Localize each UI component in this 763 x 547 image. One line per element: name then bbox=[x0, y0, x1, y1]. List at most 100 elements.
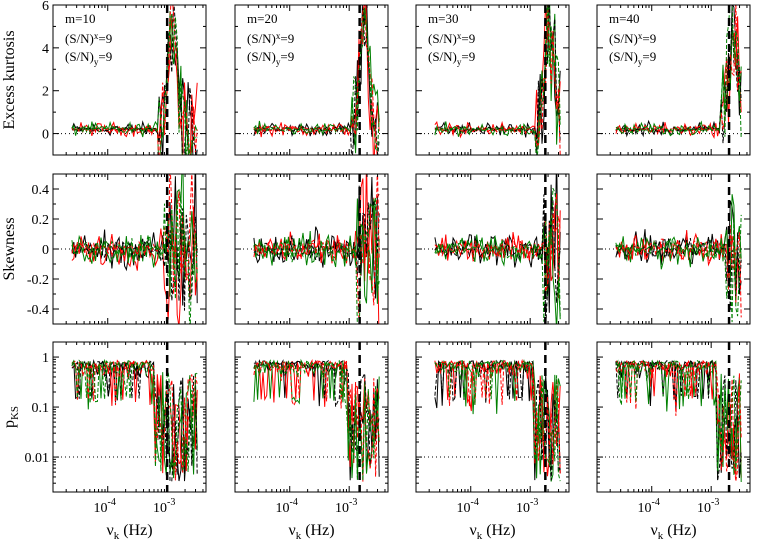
panel-r2-c1 bbox=[234, 341, 389, 493]
y-tick-label-part: 6 bbox=[42, 0, 49, 14]
x-tick-label-part: 10 bbox=[457, 501, 471, 516]
y-tick-label-part: 0.2 bbox=[32, 213, 50, 228]
series-line bbox=[434, 358, 561, 474]
y-tick-label: 2 bbox=[42, 85, 49, 100]
x-axis-label-part: k bbox=[477, 530, 483, 542]
y-axis-label: pKS bbox=[1, 406, 21, 428]
series-line bbox=[615, 5, 742, 139]
panel-snx-label: (S/N)x=9 bbox=[428, 31, 475, 46]
series-line bbox=[615, 232, 742, 310]
panel-sny-label: (S/N)y=9 bbox=[428, 49, 475, 67]
x-axis-label-part: ν bbox=[288, 522, 295, 539]
panel-r2-c0 bbox=[52, 341, 207, 493]
panel-frame bbox=[596, 341, 751, 493]
x-axis-label-part: (Hz) bbox=[482, 522, 515, 539]
panel-m-label: m=20 bbox=[247, 11, 277, 26]
x-tick-label: 10-4 bbox=[94, 497, 116, 516]
panel-m-label-part: m=20 bbox=[247, 11, 277, 26]
series-line bbox=[253, 5, 380, 155]
series-line bbox=[71, 5, 198, 155]
x-tick-label: 10-4 bbox=[638, 497, 660, 516]
panel-frame bbox=[596, 4, 751, 156]
panel-r1-c3 bbox=[596, 173, 751, 325]
panel-frame bbox=[52, 4, 207, 156]
panel-frame bbox=[234, 341, 389, 493]
x-tick-label: 10-3 bbox=[516, 497, 538, 516]
panel-r1-c1 bbox=[234, 173, 389, 325]
x-tick-label-part: 10 bbox=[276, 501, 290, 516]
x-axis-label: νk (Hz) bbox=[106, 522, 152, 542]
x-tick-label-part: 10 bbox=[638, 501, 652, 516]
panel-snx-label: (S/N)x=9 bbox=[247, 31, 294, 46]
series-line bbox=[434, 5, 561, 155]
panel-snx-label-part: x bbox=[94, 31, 99, 41]
panel-snx-label-part: (S/N) bbox=[65, 31, 94, 46]
panel-snx-label: (S/N)x=9 bbox=[609, 31, 656, 46]
y-axis-label: Excess kurtosis bbox=[1, 30, 18, 129]
panel-snx-label-part: x bbox=[638, 31, 643, 41]
panel-r0-c2 bbox=[415, 4, 570, 156]
panel-snx-label-part: (S/N) bbox=[428, 31, 457, 46]
series-line bbox=[434, 213, 561, 292]
panel-sny-label-part: =9 bbox=[461, 49, 475, 64]
panel-sny-label-part: y bbox=[457, 57, 462, 67]
panel-sny-label-part: y bbox=[638, 57, 643, 67]
x-tick-label-part: -4 bbox=[471, 497, 479, 508]
panel-r0-c3 bbox=[596, 4, 751, 156]
x-tick-label: 10-4 bbox=[457, 497, 479, 516]
curves bbox=[253, 174, 380, 324]
curves bbox=[615, 359, 742, 483]
x-tick-label-part: -3 bbox=[711, 497, 719, 508]
series-line bbox=[434, 5, 561, 155]
y-tick-label: 4 bbox=[42, 42, 49, 57]
y-tick-label: 0.01 bbox=[25, 451, 50, 466]
x-axis-label-part: (Hz) bbox=[119, 522, 152, 539]
panel-m-label-part: m=10 bbox=[65, 11, 95, 26]
x-tick-label-part: -4 bbox=[108, 497, 116, 508]
series-line bbox=[253, 200, 380, 276]
series-line bbox=[615, 359, 742, 472]
series-line bbox=[253, 197, 380, 324]
panel-sny-label: (S/N)y=9 bbox=[247, 49, 294, 67]
series-line bbox=[253, 358, 380, 467]
y-tick-label: 0 bbox=[42, 243, 49, 258]
series-line bbox=[253, 359, 380, 481]
series-line bbox=[434, 359, 561, 482]
curves bbox=[434, 174, 561, 324]
panel-r1-c0 bbox=[52, 173, 207, 325]
x-tick-label-part: -3 bbox=[530, 497, 538, 508]
y-tick-label: 1 bbox=[42, 351, 49, 366]
curves bbox=[71, 5, 198, 155]
series-line bbox=[615, 211, 742, 323]
panel-r2-c3 bbox=[596, 341, 751, 493]
y-axis-label-part: p bbox=[1, 420, 18, 428]
x-tick-label-part: 10 bbox=[94, 501, 108, 516]
series-line bbox=[615, 230, 742, 304]
y-tick-label: -0.2 bbox=[27, 273, 49, 288]
series-line bbox=[253, 174, 380, 324]
panel-snx-label-part: x bbox=[457, 31, 462, 41]
y-tick-label-part: 0.4 bbox=[32, 183, 50, 198]
y-axis-label-part: Excess kurtosis bbox=[1, 30, 18, 129]
y-tick-label: 0.2 bbox=[32, 213, 50, 228]
panel-snx-label-part: =9 bbox=[461, 31, 475, 46]
series-line bbox=[615, 9, 742, 144]
panel-snx-label: (S/N)x=9 bbox=[65, 31, 112, 46]
x-tick-label: 10-3 bbox=[153, 497, 175, 516]
y-axis-label-part: Skewness bbox=[1, 217, 18, 280]
panel-sny-label-part: (S/N) bbox=[428, 49, 457, 64]
y-tick-label-part: 4 bbox=[42, 42, 49, 57]
y-tick-label-part: 2 bbox=[42, 85, 49, 100]
panel-sny-label-part: (S/N) bbox=[65, 49, 94, 64]
panel-sny-label: (S/N)y=9 bbox=[65, 49, 112, 67]
y-axis-label: Skewness bbox=[1, 217, 18, 280]
panel-sny-label-part: =9 bbox=[642, 49, 656, 64]
panel-sny-label-part: (S/N) bbox=[609, 49, 638, 64]
panel-frame bbox=[415, 341, 570, 493]
panel-snx-label-part: x bbox=[276, 31, 281, 41]
series-line bbox=[71, 359, 198, 472]
curves bbox=[253, 358, 380, 482]
series-line bbox=[253, 5, 378, 155]
panel-r1-c2 bbox=[415, 173, 570, 325]
x-tick-label-part: -4 bbox=[652, 497, 660, 508]
